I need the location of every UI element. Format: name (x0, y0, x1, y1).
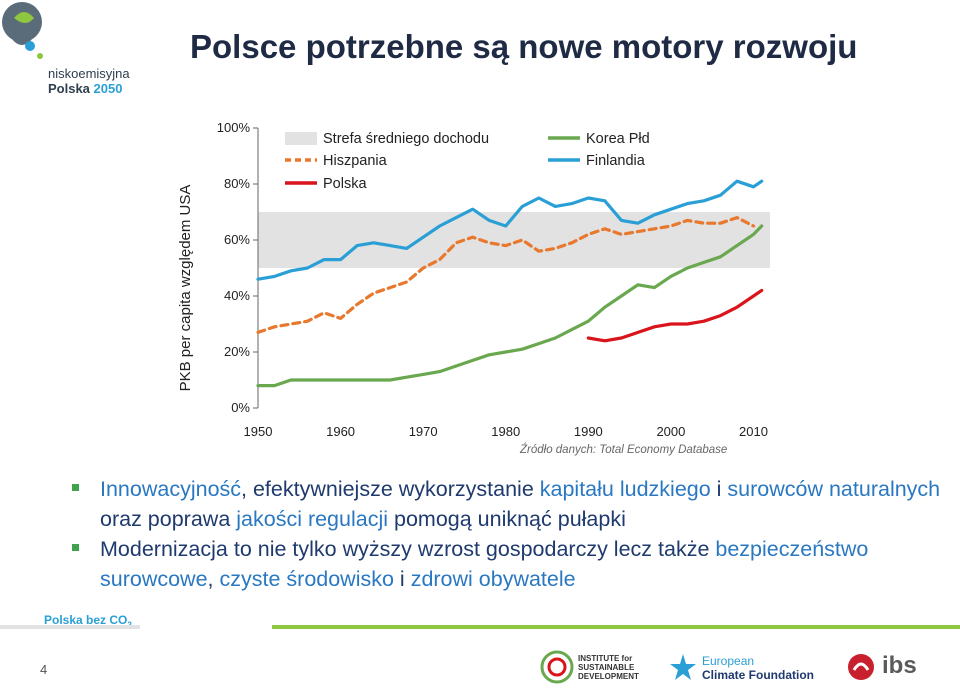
y-tick-label: 100% (217, 120, 251, 135)
legend-label: Hiszpania (323, 153, 388, 169)
logo-isd: INSTITUTE for SUSTAINABLE DEVELOPMENT (540, 650, 660, 686)
bullet-list: Innowacyjność, efektywniejsze wykorzysta… (72, 474, 942, 594)
x-tick-label: 1990 (574, 424, 603, 439)
highlight-text: kapitału ludzkiego (539, 477, 711, 501)
series-line-finlandia (256, 179, 764, 281)
ecf-line1: European (702, 654, 755, 668)
bullet-text-part: oraz poprawa (100, 507, 237, 531)
y-tick-label: 40% (224, 288, 250, 303)
logo-country: Polska (48, 81, 90, 96)
y-tick-label: 80% (224, 176, 250, 191)
bullet-text-part: , (207, 567, 220, 591)
legend-label: Polska (323, 176, 367, 192)
series-line-polska (586, 288, 764, 343)
legend-label: Strefa średniego dochodu (323, 131, 489, 147)
bullet-text-1: Innowacyjność, efektywniejsze wykorzysta… (100, 474, 942, 534)
logo-text: niskoemisyjna Polska 2050 (48, 66, 168, 96)
isd-text: INSTITUTE for SUSTAINABLE DEVELOPMENT (578, 654, 639, 681)
footer-brand-sub: 2 (127, 620, 132, 630)
data-source: Źródło danych: Total Economy Database (520, 444, 728, 456)
bullet-item-2: Modernizacja to nie tylko wyższy wzrost … (72, 534, 942, 594)
footer-divider (0, 625, 960, 629)
x-tick-label: 2000 (656, 424, 685, 439)
page-number: 4 (40, 662, 48, 677)
bullet-text-2: Modernizacja to nie tylko wyższy wzrost … (100, 534, 942, 594)
highlight-text: czyste środowisko (219, 567, 394, 591)
logo-line2: Polska 2050 (48, 81, 168, 96)
series-line-koreapd (256, 224, 764, 388)
footer-brand-text: Polska bez CO (44, 613, 128, 627)
logo (0, 0, 60, 70)
x-tick-label: 1980 (491, 424, 520, 439)
highlight-text: zdrowi obywatele (410, 567, 576, 591)
y-axis-label: PKB per capita względem USA (177, 185, 194, 392)
logo-ecf: European Climate Foundation (668, 650, 818, 686)
bullet-square-icon (72, 544, 79, 551)
highlight-text: jakości regulacji (236, 507, 389, 531)
bullet-square-icon (72, 484, 79, 491)
logo-year: 2050 (93, 81, 123, 96)
highlight-text: surowców naturalnych (727, 477, 941, 501)
bullet-item-1: Innowacyjność, efektywniejsze wykorzysta… (72, 474, 942, 534)
y-tick-label: 0% (231, 400, 250, 415)
bullet-text-part: pomogą uniknąć pułapki (388, 507, 626, 531)
legend-label: Korea Płd (586, 131, 650, 147)
logo-ibs: ibs (846, 650, 946, 686)
logo-line1: niskoemisyjna (48, 66, 130, 81)
series-line-hiszpania (256, 215, 756, 334)
ibs-text: ibs (882, 652, 917, 679)
y-tick-label: 20% (224, 344, 250, 359)
page-title: Polsce potrzebne są nowe motory rozwoju (190, 28, 858, 65)
bullet-text-part: , efektywniejsze wykorzystanie (241, 477, 540, 501)
logo-mark (2, 2, 43, 59)
y-tick-label: 60% (224, 232, 250, 247)
legend-swatch-band (285, 132, 317, 145)
ecf-line2: Climate Foundation (702, 668, 814, 682)
ibs-emblem-icon (848, 654, 874, 680)
bullet-text-part: i (710, 477, 728, 501)
x-tick-label: 1960 (326, 424, 355, 439)
highlight-text: bezpieczeństwo surowcowe (100, 537, 869, 591)
bullet-text-part: Modernizacja to nie tylko wyższy wzrost … (100, 537, 716, 561)
x-tick-label: 1950 (244, 424, 273, 439)
x-tick-label: 1970 (409, 424, 438, 439)
legend-label: Finlandia (586, 153, 646, 169)
footer-brand: Polska bez CO2 (44, 613, 132, 629)
bullet-text-part: i (393, 567, 411, 591)
highlight-text: Innowacyjność (100, 477, 242, 501)
isd-emblem-icon (540, 650, 574, 684)
x-tick-label: 2010 (739, 424, 768, 439)
ecf-star-icon (670, 654, 696, 680)
gdp-chart: 0% 20% 40% 60% 80% 100% 1950 1960 1970 1980 1990 20… (177, 120, 770, 439)
